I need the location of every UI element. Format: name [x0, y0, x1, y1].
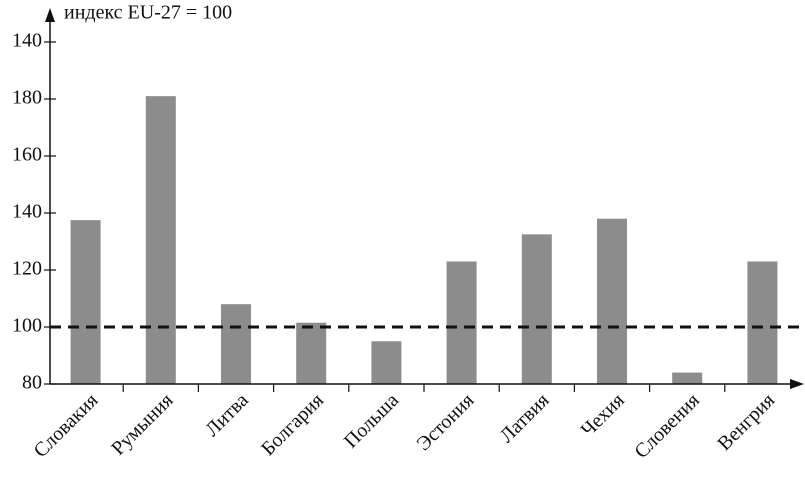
x-tick-label: Литва: [201, 389, 253, 441]
y-axis-label: индекс EU-27 = 100: [64, 2, 232, 24]
y-tick-label: 80: [22, 372, 42, 394]
x-tick-label: Чехия: [577, 389, 629, 441]
bar: [597, 218, 627, 384]
bar: [296, 322, 327, 384]
bar: [70, 220, 101, 384]
bar: [145, 96, 176, 385]
x-tick-label: Эстония: [413, 389, 479, 455]
x-tick-label: Словакия: [30, 389, 103, 462]
x-tick-label: Болгария: [257, 389, 328, 460]
y-tick-label: 100: [12, 315, 42, 337]
bar: [521, 234, 552, 384]
bar: [371, 341, 402, 384]
y-tick-label: 140: [12, 201, 42, 223]
x-tick-label: Венгрия: [713, 389, 779, 455]
x-tick-label: Латвия: [496, 389, 554, 447]
bar: [446, 261, 477, 384]
y-axis-arrow: [45, 8, 55, 22]
x-tick-label: Румыния: [107, 389, 177, 459]
y-tick-label: 140: [12, 30, 42, 52]
x-axis-arrow: [790, 379, 804, 389]
bar: [672, 372, 703, 384]
bar: [221, 304, 251, 384]
y-tick-label: 160: [12, 144, 42, 166]
bar: [747, 261, 778, 384]
x-tick-label: Словения: [630, 389, 704, 463]
y-tick-label: 120: [12, 258, 42, 280]
y-tick-label: 180: [12, 87, 42, 109]
x-tick-label: Польша: [340, 389, 403, 452]
